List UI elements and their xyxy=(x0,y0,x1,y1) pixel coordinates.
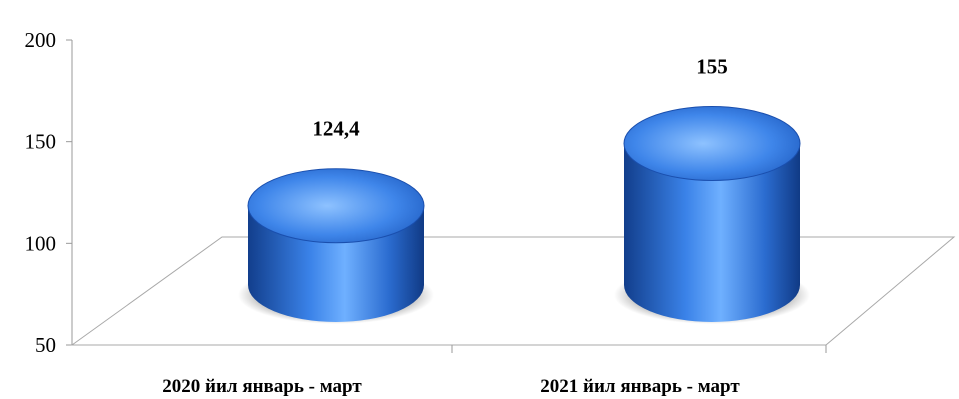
data-label: 124,4 xyxy=(312,117,360,141)
bar-cylinder-body xyxy=(624,143,800,322)
y-tick-label: 150 xyxy=(25,130,57,154)
y-axis-tick-labels: 200 150 100 50 xyxy=(25,28,57,357)
data-label: 155 xyxy=(696,55,728,79)
chart-floor xyxy=(70,236,956,346)
bars xyxy=(238,106,810,324)
category-label: 2021 йил январь - март xyxy=(540,376,740,397)
category-labels: 2020 йил январь - март 2021 йил январь - … xyxy=(162,376,740,397)
y-tick-label: 50 xyxy=(35,333,56,357)
category-label: 2020 йил январь - март xyxy=(162,376,362,397)
y-tick-label: 200 xyxy=(25,28,57,52)
data-labels: 124,4 155 xyxy=(312,55,727,141)
bar-cylinder-top xyxy=(623,106,801,181)
bar-cylinder-top xyxy=(247,168,425,244)
y-axis-ticks xyxy=(66,39,72,346)
y-tick-label: 100 xyxy=(25,231,57,255)
